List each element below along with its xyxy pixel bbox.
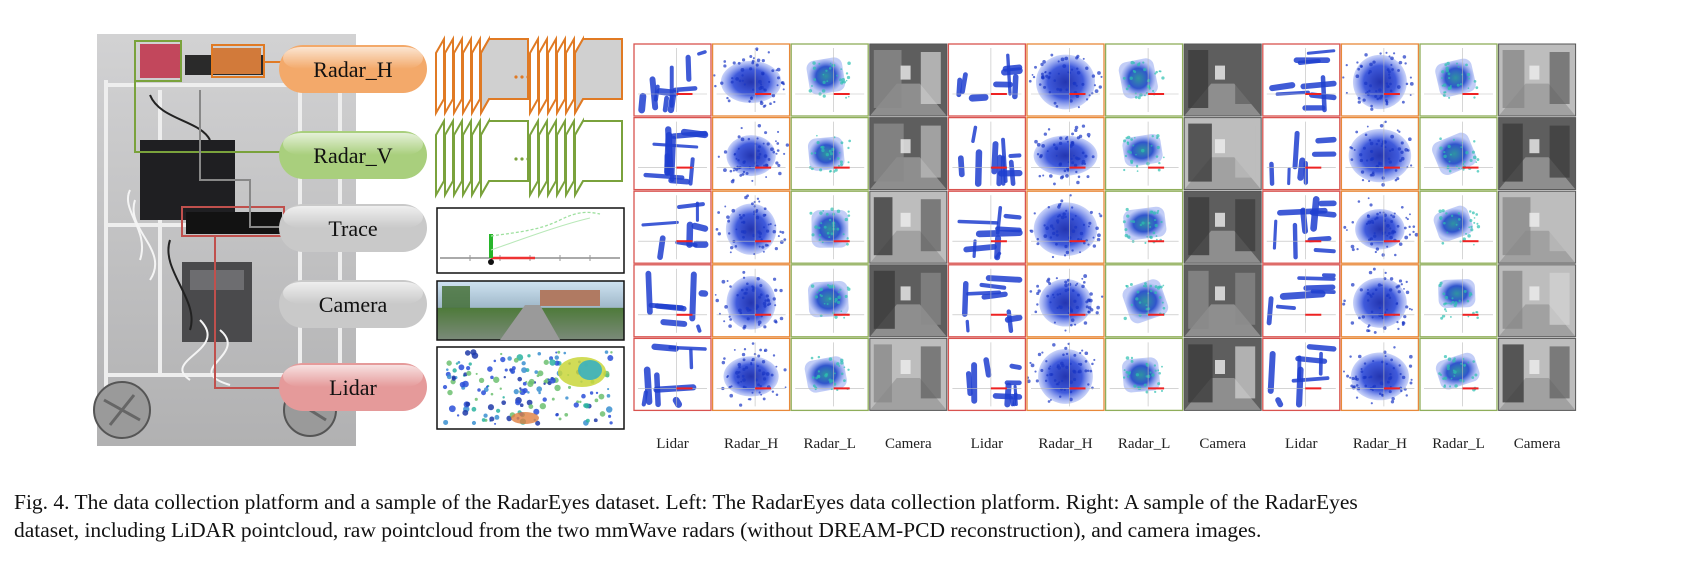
column-label: Camera bbox=[885, 436, 932, 452]
lidar-panel bbox=[436, 346, 625, 430]
grid-cell-lidar bbox=[633, 190, 712, 264]
grid-cell-camera bbox=[869, 190, 948, 264]
grid-cell-radar-h bbox=[711, 116, 791, 191]
column-label: Radar_H bbox=[1038, 436, 1092, 452]
column-label: Lidar bbox=[1285, 436, 1317, 452]
label-text: Trace bbox=[328, 216, 377, 241]
grid-cell-radar-l bbox=[1104, 43, 1184, 117]
grid-cell-radar-h bbox=[1340, 116, 1420, 191]
label-text: Radar_H bbox=[313, 57, 393, 82]
column-label: Camera bbox=[1514, 436, 1561, 452]
grid-cell-lidar bbox=[1262, 190, 1341, 264]
grid-cell-radar-h bbox=[1026, 337, 1105, 412]
grid-cell-radar-h bbox=[1340, 337, 1420, 412]
grid-cell-radar-h bbox=[1026, 43, 1105, 117]
grid-cell-camera bbox=[1498, 337, 1577, 411]
column-label: Radar_L bbox=[1118, 436, 1170, 452]
column-label: Lidar bbox=[971, 436, 1003, 452]
grid-cell-camera bbox=[1498, 117, 1577, 191]
grid-cell-lidar bbox=[947, 190, 1027, 264]
label-radar-h: Radar_H bbox=[279, 45, 427, 93]
sample-grid bbox=[633, 43, 1577, 412]
label-lidar: Lidar bbox=[279, 363, 427, 411]
figure-caption: Fig. 4. The data collection platform and… bbox=[14, 488, 1674, 544]
figure-4: Radar_H Radar_V Trace Camera Lidar Lidar Rada… bbox=[93, 34, 1577, 452]
grid-cell-camera bbox=[1498, 264, 1577, 338]
grid-cell-radar-l bbox=[1419, 264, 1498, 338]
column-label: Radar_L bbox=[1432, 436, 1484, 452]
grid-cell-lidar bbox=[1262, 337, 1341, 412]
label-text: Radar_V bbox=[313, 143, 393, 168]
column-label: Lidar bbox=[656, 436, 688, 452]
grid-cell-camera bbox=[869, 43, 948, 117]
grid-cell-radar-l bbox=[790, 337, 869, 412]
grid-cell-camera bbox=[869, 337, 948, 411]
grid-cell-radar-h bbox=[1026, 264, 1105, 338]
grid-cell-lidar bbox=[947, 116, 1027, 191]
radar-h-frame-stack bbox=[435, 35, 623, 117]
grid-cell-camera bbox=[1183, 190, 1262, 264]
grid-cell-radar-l bbox=[1104, 337, 1184, 412]
grid-cell-camera bbox=[1183, 337, 1262, 411]
grid-cell-radar-l bbox=[1419, 190, 1498, 264]
column-label: Camera bbox=[1199, 436, 1246, 452]
grid-cell-camera bbox=[1183, 117, 1262, 191]
grid-cell-radar-l bbox=[1419, 337, 1498, 412]
grid-cell-lidar bbox=[633, 337, 712, 412]
grid-cell-radar-l bbox=[1104, 264, 1184, 338]
caption-line-2: dataset, including LiDAR pointcloud, raw… bbox=[14, 518, 1262, 542]
grid-cell-radar-l bbox=[1419, 116, 1498, 191]
grid-cell-radar-h bbox=[711, 337, 791, 412]
grid-cell-lidar bbox=[633, 264, 712, 338]
grid-cell-camera bbox=[869, 117, 948, 191]
grid-cell-lidar bbox=[947, 43, 1027, 117]
grid-cell-radar-l bbox=[790, 43, 869, 117]
grid-cell-camera bbox=[869, 264, 948, 338]
column-label: Radar_L bbox=[803, 436, 855, 452]
label-trace: Trace bbox=[279, 204, 427, 252]
grid-cell-radar-h bbox=[1340, 190, 1420, 264]
grid-cell-radar-l bbox=[790, 190, 869, 264]
column-label: Radar_H bbox=[1353, 436, 1407, 452]
grid-cell-radar-l bbox=[790, 116, 869, 191]
label-text: Lidar bbox=[329, 375, 377, 400]
grid-cell-lidar bbox=[947, 337, 1027, 412]
grid-cell-radar-l bbox=[1419, 43, 1498, 117]
label-text: Camera bbox=[319, 292, 388, 317]
grid-cell-camera bbox=[1183, 264, 1262, 338]
grid-cell-radar-l bbox=[1104, 116, 1184, 191]
column-labels: Lidar Radar_H Radar_L Camera Lidar Radar_H Rad… bbox=[656, 436, 1561, 452]
label-camera: Camera bbox=[279, 280, 427, 328]
grid-cell-radar-h bbox=[1340, 43, 1420, 117]
grid-cell-lidar bbox=[1262, 264, 1341, 338]
radar-v-frame-stack bbox=[435, 117, 623, 199]
sensor-label-pills: Radar_H Radar_V Trace Camera Lidar bbox=[279, 45, 427, 411]
label-radar-v: Radar_V bbox=[279, 131, 427, 179]
grid-cell-lidar bbox=[633, 43, 712, 117]
camera-panel bbox=[436, 280, 625, 341]
grid-cell-radar-l bbox=[790, 264, 869, 338]
column-label: Radar_H bbox=[724, 436, 778, 452]
grid-cell-radar-h bbox=[1340, 264, 1420, 338]
caption-line-1: Fig. 4. The data collection platform and… bbox=[14, 490, 1358, 514]
grid-cell-radar-l bbox=[1104, 190, 1184, 264]
grid-cell-radar-h bbox=[1026, 116, 1105, 191]
grid-cell-camera bbox=[1183, 43, 1262, 117]
trace-panel bbox=[436, 207, 625, 274]
grid-cell-lidar bbox=[1262, 43, 1341, 117]
grid-cell-camera bbox=[1498, 43, 1577, 117]
grid-cell-radar-h bbox=[711, 190, 791, 264]
grid-cell-lidar bbox=[1262, 116, 1341, 191]
grid-cell-lidar bbox=[633, 116, 712, 191]
grid-cell-lidar bbox=[947, 264, 1027, 338]
grid-cell-radar-h bbox=[1026, 190, 1105, 264]
grid-cell-camera bbox=[1498, 190, 1577, 264]
grid-cell-radar-h bbox=[711, 43, 791, 117]
grid-cell-radar-h bbox=[711, 264, 791, 338]
